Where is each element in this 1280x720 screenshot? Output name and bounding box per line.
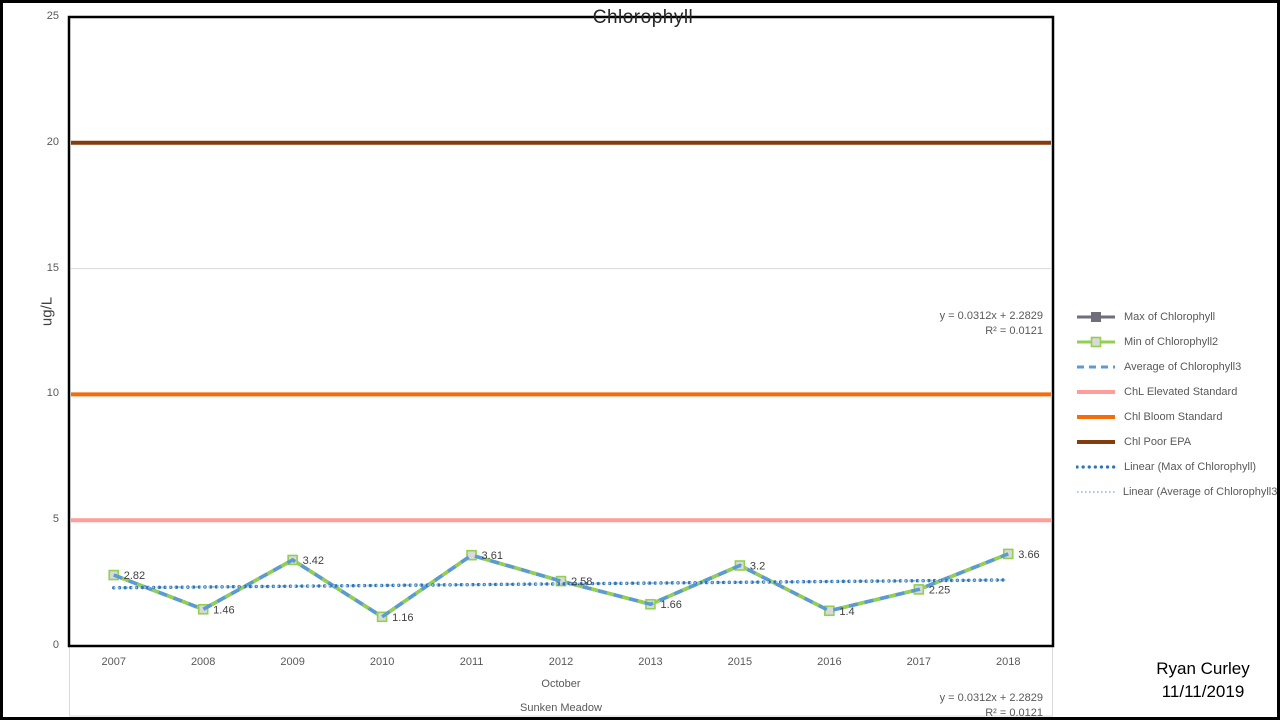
equation-text: y = 0.0312x + 2.2829: [939, 692, 1043, 704]
legend-label: Linear (Average of Chlorophyll3): [1122, 485, 1280, 498]
data-label-2011: 3.61: [482, 550, 503, 562]
marker-2010: [376, 611, 388, 623]
trendline-equation-bottom: y = 0.0312x + 2.2829 R² = 0.0121: [843, 691, 1043, 719]
legend-label: Max of Chlorophyll: [1124, 310, 1216, 323]
y-tick-10: 10: [46, 387, 59, 400]
data-label-2017: 2.25: [929, 584, 950, 596]
data-label-2012: 2.58: [571, 576, 592, 588]
legend-label: Min of Chlorophyll2: [1124, 335, 1219, 348]
legend-label: Chl Bloom Standard: [1124, 410, 1223, 423]
x-tick-2013: 2013: [638, 656, 663, 668]
legend-swatch-icon: [1077, 439, 1115, 444]
data-label-2008: 1.46: [213, 604, 234, 616]
data-label-2010: 1.16: [392, 612, 413, 624]
data-label-2007: 2.82: [124, 570, 145, 582]
x-axis-period-label: October: [541, 678, 581, 690]
chart-legend: Max of Chlorophyll Min of Chlorophyll2 Ave…: [1076, 304, 1280, 504]
trendline-average: [113, 579, 1009, 589]
data-label-2013: 1.66: [660, 599, 681, 611]
x-tick-2007: 2007: [101, 656, 126, 668]
plot-border: [67, 15, 1055, 648]
legend-swatch-icon: [1077, 336, 1115, 347]
legend-swatch-icon: [1077, 311, 1115, 322]
x-tick-2008: 2008: [190, 656, 216, 668]
x-tick-2012: 2012: [548, 656, 574, 668]
data-label-2015: 3.2: [750, 560, 765, 572]
equation-text: y = 0.0312x + 2.2829: [939, 310, 1043, 322]
y-axis-title: ug/L: [38, 296, 56, 327]
legend-item-chl-elevated-standard: ChL Elevated Standard: [1076, 379, 1277, 404]
author-name: Ryan Curley: [1156, 659, 1250, 678]
x-tick-2015: 2015: [727, 656, 753, 668]
legend-label: Linear (Max of Chlorophyll): [1124, 460, 1257, 473]
data-label-2016: 1.4: [839, 606, 854, 618]
legend-swatch-icon: [1077, 389, 1115, 394]
legend-swatch-icon: [1077, 490, 1115, 493]
x-tick-2011: 2011: [459, 656, 484, 668]
x-tick-2016: 2016: [817, 656, 842, 668]
legend-label: Chl Poor EPA: [1124, 435, 1192, 448]
r-squared-text: R² = 0.0121: [985, 707, 1043, 719]
y-tick-0: 0: [52, 639, 59, 651]
legend-item-max-of-chlorophyll: Max of Chlorophyll: [1076, 304, 1277, 329]
legend-label: ChL Elevated Standard: [1124, 385, 1238, 398]
legend-swatch-icon: [1076, 464, 1116, 469]
data-label-2018: 3.66: [1018, 549, 1039, 561]
legend-item-linear-max-of-chlorophyll-: Linear (Max of Chlorophyll): [1076, 454, 1277, 479]
x-tick-2009: 2009: [280, 656, 305, 668]
author-signature: Ryan Curley 11/11/2019: [1128, 657, 1277, 703]
plot-area: 2.82 1.46 3.42 1.16 3.61 2.58 1.66 3.2 1.4 2.25 3.…: [67, 15, 1055, 717]
legend-item-linear-average-of-chlorophyll3-: Linear (Average of Chlorophyll3): [1076, 479, 1280, 504]
r-squared-text: R² = 0.0121: [985, 325, 1043, 337]
legend-item-average-of-chlorophyll3: Average of Chlorophyll3: [1076, 354, 1277, 379]
chart-title: Chlorophyll: [592, 7, 694, 28]
y-tick-15: 15: [46, 261, 59, 274]
series-average-line: [113, 552, 1009, 619]
legend-item-chl-poor-epa: Chl Poor EPA: [1076, 429, 1277, 454]
x-tick-2018: 2018: [996, 656, 1021, 668]
y-tick-20: 20: [46, 135, 59, 148]
x-tick-2017: 2017: [906, 656, 932, 668]
data-label-2009: 3.42: [303, 555, 324, 567]
legend-label: Average of Chlorophyll3: [1124, 360, 1242, 373]
legend-item-min-of-chlorophyll2: Min of Chlorophyll2: [1076, 329, 1277, 354]
y-tick-5: 5: [52, 513, 59, 526]
legend-swatch-icon: [1077, 365, 1115, 368]
legend-swatch-icon: [1077, 414, 1115, 419]
marker-2008: [197, 603, 209, 615]
legend-item-chl-bloom-standard: Chl Bloom Standard: [1076, 404, 1277, 429]
x-axis-location-label: Sunken Meadow: [520, 702, 602, 714]
trendline-equation: y = 0.0312x + 2.2829 R² = 0.0121: [843, 309, 1043, 339]
x-tick-2010: 2010: [369, 656, 395, 668]
author-date: 11/11/2019: [1161, 682, 1245, 701]
y-tick-25: 25: [46, 10, 59, 22]
